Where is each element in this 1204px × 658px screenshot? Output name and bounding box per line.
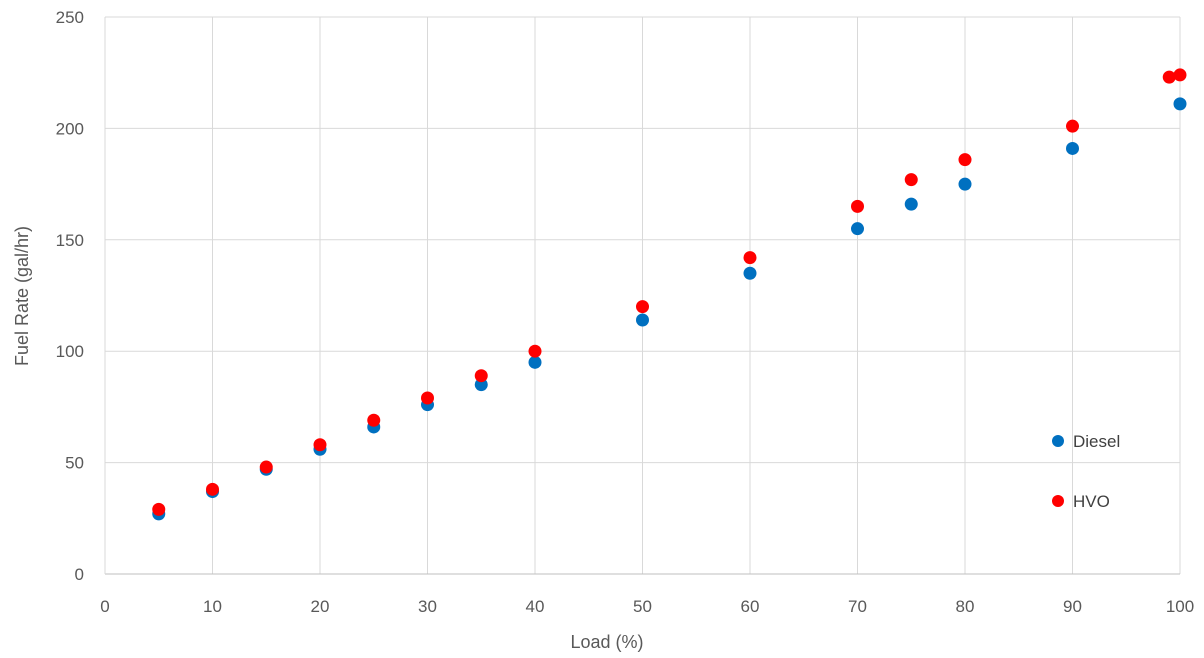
data-point-diesel xyxy=(1066,141,1079,155)
data-point-hvo xyxy=(206,482,219,496)
y-tick-label: 250 xyxy=(56,8,84,27)
x-tick-label: 80 xyxy=(956,597,975,616)
data-point-diesel xyxy=(1173,97,1187,111)
y-axis-tick-labels: 0 50 100 150 200 250 xyxy=(56,8,84,584)
data-point-hvo xyxy=(743,251,757,265)
data-point-hvo xyxy=(636,300,649,314)
x-tick-label: 0 xyxy=(100,597,109,616)
legend-marker-hvo xyxy=(1052,495,1064,507)
x-tick-label: 100 xyxy=(1166,597,1194,616)
x-tick-label: 50 xyxy=(633,597,652,616)
data-point-diesel xyxy=(474,378,488,392)
data-point-hvo xyxy=(367,413,381,427)
data-points xyxy=(152,68,1187,521)
data-point-hvo xyxy=(474,369,488,383)
data-point-diesel xyxy=(904,197,918,211)
y-axis-title: Fuel Rate (gal/hr) xyxy=(12,226,32,366)
x-tick-label: 40 xyxy=(526,597,545,616)
data-point-diesel xyxy=(528,355,542,369)
data-point-hvo xyxy=(313,438,327,452)
data-point-hvo xyxy=(259,460,273,474)
data-point-hvo xyxy=(152,502,166,516)
data-point-diesel xyxy=(958,177,972,191)
data-point-diesel xyxy=(851,222,864,236)
data-point-hvo xyxy=(851,199,864,213)
data-point-hvo xyxy=(1173,68,1187,82)
chart-gridlines xyxy=(105,16,1181,574)
data-point-hvo xyxy=(528,344,542,358)
x-tick-label: 30 xyxy=(418,597,437,616)
legend-label-hvo: HVO xyxy=(1073,492,1110,511)
y-tick-label: 200 xyxy=(56,119,84,138)
x-axis-tick-labels: 0 10 20 30 40 50 60 70 80 90 100 xyxy=(100,597,1194,616)
x-tick-label: 10 xyxy=(203,597,222,616)
data-point-hvo xyxy=(904,173,918,187)
data-point-hvo xyxy=(421,391,434,405)
data-point-hvo xyxy=(1066,119,1079,133)
data-point-hvo xyxy=(1162,70,1176,84)
legend: Diesel HVO xyxy=(1052,432,1120,511)
x-tick-label: 20 xyxy=(311,597,330,616)
x-tick-label: 60 xyxy=(741,597,760,616)
data-point-diesel xyxy=(743,266,757,280)
x-axis-title: Load (%) xyxy=(570,632,643,652)
chart-axes xyxy=(104,17,1180,575)
y-tick-label: 100 xyxy=(56,342,84,361)
data-point-diesel xyxy=(636,313,649,327)
x-tick-label: 70 xyxy=(848,597,867,616)
legend-label-diesel: Diesel xyxy=(1073,432,1120,451)
x-tick-label: 90 xyxy=(1063,597,1082,616)
y-tick-label: 50 xyxy=(65,454,84,473)
y-tick-label: 0 xyxy=(75,565,84,584)
legend-marker-diesel xyxy=(1052,435,1064,447)
y-tick-label: 150 xyxy=(56,231,84,250)
data-point-hvo xyxy=(958,153,972,167)
